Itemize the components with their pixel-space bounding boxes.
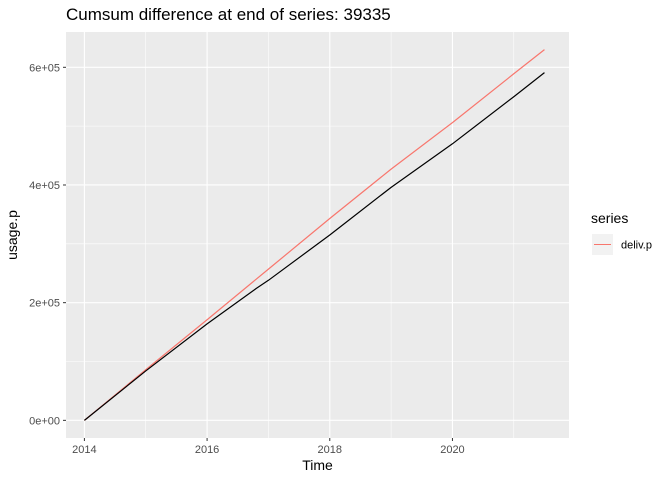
legend-label-deliv-p: deliv.p	[621, 240, 652, 252]
y-axis: 0e+00 2e+05 4e+05 6e+05	[29, 62, 66, 427]
x-tick-label: 2020	[440, 444, 464, 456]
x-axis-title: Time	[302, 457, 333, 473]
series-line-deliv-p	[84, 49, 545, 421]
y-tick-label: 2e+05	[29, 298, 60, 310]
y-tick-label: 0e+00	[29, 415, 60, 427]
x-axis: 2014 2016 2018 2020	[72, 438, 465, 456]
y-axis-title: usage.p	[4, 210, 20, 260]
x-tick-label: 2016	[195, 444, 219, 456]
series-line-black	[84, 72, 545, 421]
y-tick-label: 6e+05	[29, 62, 60, 74]
legend-title: series	[591, 210, 628, 226]
legend: series deliv.p	[591, 210, 652, 255]
x-tick-label: 2018	[318, 444, 342, 456]
chart-title: Cumsum difference at end of series: 3933…	[66, 5, 391, 24]
series-lines	[84, 49, 545, 421]
plot-panel	[66, 32, 569, 438]
x-tick-label: 2014	[72, 444, 96, 456]
y-tick-label: 4e+05	[29, 180, 60, 192]
